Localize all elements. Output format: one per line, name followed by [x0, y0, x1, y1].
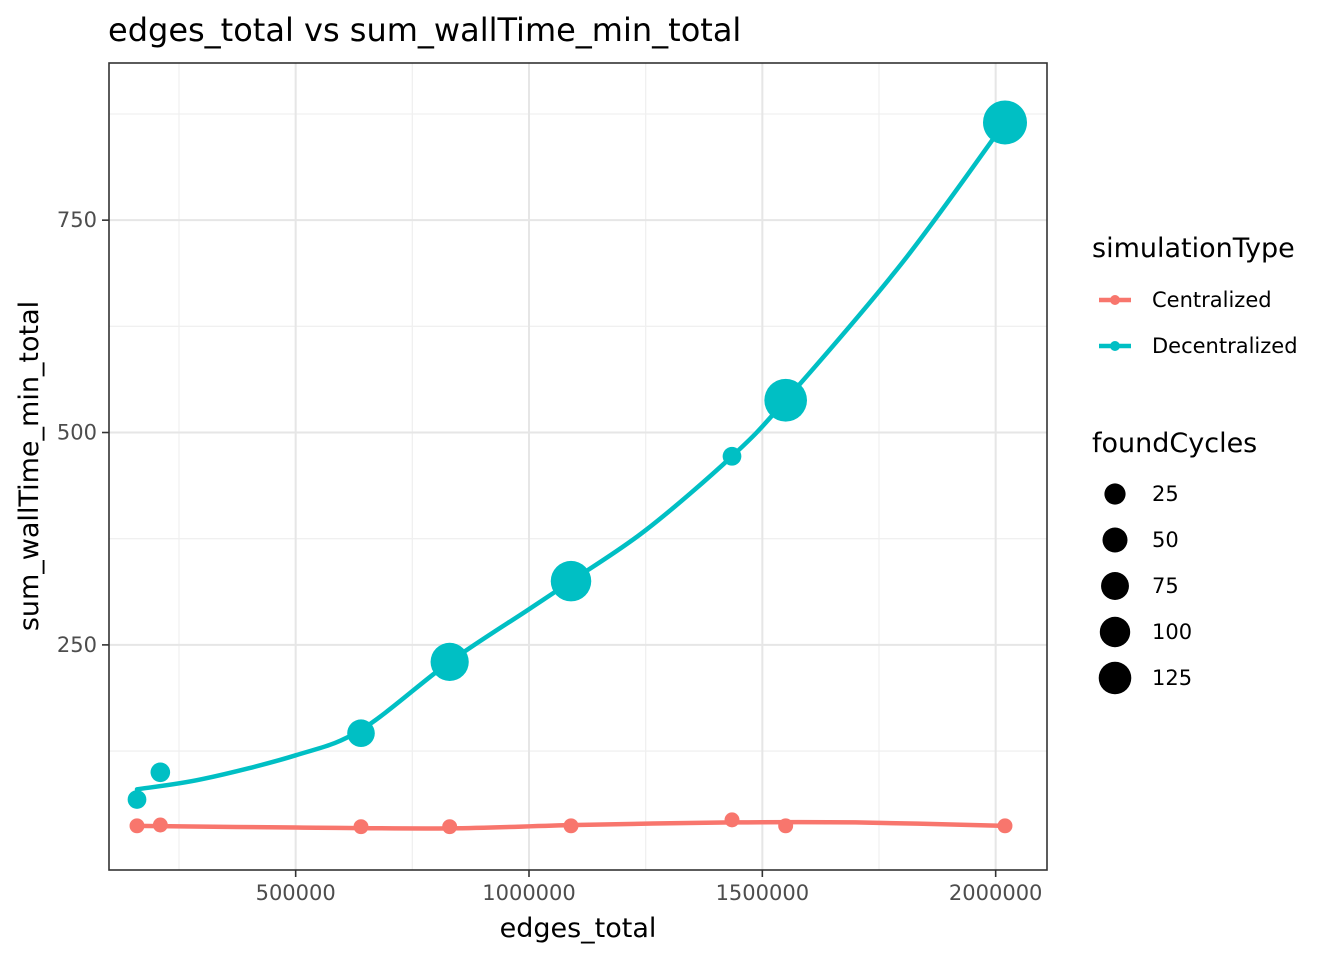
size-legend-key: [1099, 616, 1131, 648]
data-points: [127, 100, 1028, 835]
data-point-decentralized: [764, 378, 807, 422]
x-tick-label: 1500000: [716, 881, 810, 905]
x-tick-label: 1000000: [482, 881, 576, 905]
color-legend: simulationType Centralized Decentralized: [1092, 233, 1298, 358]
size-legend: foundCycles 25 50 75 100 125: [1092, 428, 1257, 695]
y-axis-ticks: 250 500 750: [57, 208, 109, 657]
x-tick-label: 2000000: [949, 881, 1043, 905]
legend-label: Centralized: [1152, 288, 1272, 312]
data-point-decentralized: [982, 100, 1028, 145]
size-legend-label: 25: [1152, 482, 1179, 506]
size-legend-key: [1101, 572, 1129, 600]
data-point-centralized: [442, 819, 458, 835]
data-point-decentralized: [550, 560, 592, 602]
size-legend-label: 125: [1152, 666, 1192, 690]
legend-key-point: [1110, 295, 1120, 305]
size-legend-label: 50: [1152, 528, 1179, 552]
size-legend-key: [1102, 527, 1128, 553]
data-point-centralized: [997, 818, 1013, 834]
data-point-centralized: [563, 818, 579, 834]
data-point-centralized: [129, 818, 145, 834]
size-legend-key: [1104, 483, 1126, 505]
data-point-centralized: [778, 818, 794, 834]
legend-key-point: [1110, 341, 1120, 351]
data-point-centralized: [152, 817, 168, 833]
x-tick-label: 500000: [256, 881, 336, 905]
data-point-decentralized: [347, 719, 375, 748]
x-axis-ticks: 500000 1000000 1500000 2000000: [256, 870, 1043, 905]
data-point-decentralized: [150, 762, 171, 783]
y-tick-label: 500: [57, 421, 97, 445]
data-point-decentralized: [430, 642, 469, 681]
size-legend-key: [1098, 661, 1132, 695]
y-tick-label: 750: [57, 208, 97, 232]
legend-label: Decentralized: [1152, 334, 1298, 358]
data-point-decentralized: [127, 790, 147, 809]
size-legend-label: 100: [1152, 620, 1192, 644]
panel-background: [109, 63, 1047, 870]
y-tick-label: 250: [57, 633, 97, 657]
color-legend-title: simulationType: [1092, 233, 1295, 264]
chart-title: edges_total vs sum_wallTime_min_total: [108, 11, 741, 49]
size-legend-title: foundCycles: [1092, 428, 1257, 459]
plot-panel: [109, 63, 1047, 870]
panel-border: [108, 62, 1048, 871]
data-point-centralized: [353, 819, 369, 835]
data-point-decentralized: [722, 446, 742, 466]
x-axis-title: edges_total: [500, 913, 657, 944]
size-legend-label: 75: [1152, 574, 1179, 598]
minor-gridlines: [109, 63, 1047, 870]
y-axis-title: sum_wallTime_min_total: [14, 301, 45, 631]
major-gridlines: [109, 63, 1047, 870]
data-point-centralized: [724, 812, 740, 828]
